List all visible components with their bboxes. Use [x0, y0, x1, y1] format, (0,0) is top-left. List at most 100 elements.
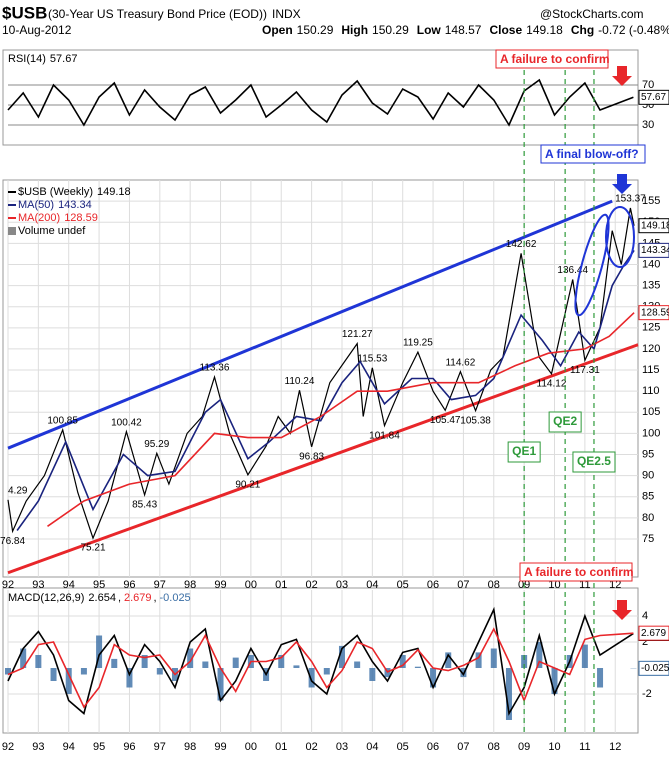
x-tick-label: 93: [32, 579, 44, 591]
histogram-bar: [51, 668, 57, 681]
histogram-bar: [233, 658, 239, 668]
panel-title: RSI(14): [8, 53, 46, 65]
legend-value: 149.18: [97, 186, 131, 198]
data-label: 121.27: [342, 329, 373, 340]
x-tick-label: 10: [548, 741, 560, 753]
x-tick-label: 96: [123, 579, 135, 591]
y-tick-label: 4: [642, 610, 648, 622]
x-tick-label: 06: [427, 741, 439, 753]
annotation: A failure to confirm: [500, 52, 610, 66]
legend-value: 2.679: [124, 592, 152, 604]
quote-label: Open: [262, 23, 293, 37]
panel-title: MACD(12,26,9): [8, 592, 84, 604]
legend-name: Volume undef: [18, 225, 86, 237]
legend-value: 2.654: [88, 592, 116, 604]
legend-name: MA(200): [18, 212, 60, 224]
x-tick-label: 93: [32, 741, 44, 753]
y-tick-label: -2: [642, 688, 652, 700]
x-tick-label: 94: [63, 741, 75, 753]
y-tick-label: 120: [642, 343, 660, 355]
x-tick-label: 03: [336, 579, 348, 591]
x-tick-label: 05: [397, 579, 409, 591]
event-label: QE2: [553, 414, 577, 428]
last-value-label: 149.18: [641, 220, 669, 231]
data-label: 142.62: [506, 239, 537, 250]
annotation: A failure to confirm: [524, 565, 634, 579]
y-tick-label: 70: [642, 79, 654, 91]
date: 10-Aug-2012: [2, 23, 72, 37]
quote-value: 149.18: [526, 23, 563, 37]
x-tick-label: 97: [154, 579, 166, 591]
histogram-bar: [111, 659, 117, 668]
event-label: QE1: [512, 444, 536, 458]
data-label: 100.85: [47, 415, 78, 426]
data-label: 85.43: [132, 500, 157, 511]
x-tick-label: 92: [2, 579, 14, 591]
quote-value: 148.57: [445, 23, 482, 37]
quote-label: Low: [417, 23, 442, 37]
legend-name: MA(50): [18, 199, 54, 211]
data-label: 4.29: [8, 485, 28, 496]
x-tick-label: 05: [397, 741, 409, 753]
quote-value: 150.29: [297, 23, 334, 37]
x-tick-label: 99: [214, 741, 226, 753]
last-value-label: 57.67: [641, 92, 666, 103]
x-tick-label: 04: [366, 741, 378, 753]
x-tick-label: 95: [93, 579, 105, 591]
histogram-bar: [81, 668, 87, 675]
data-label: 105.47: [430, 415, 461, 426]
data-label: 110.24: [285, 376, 315, 387]
quote-label: Close: [489, 23, 522, 37]
x-tick-label: 12: [609, 741, 621, 753]
data-label: 90.21: [235, 479, 260, 490]
x-tick-label: 04: [366, 579, 378, 591]
data-label: 115.53: [357, 353, 387, 364]
data-label: 153.37: [615, 194, 646, 205]
legend-name: $USB (Weekly): [18, 186, 93, 198]
x-tick-label: 00: [245, 579, 257, 591]
x-tick-label: 02: [305, 741, 317, 753]
histogram-bar: [491, 649, 497, 669]
y-tick-label: 110: [642, 385, 660, 397]
histogram-bar: [157, 668, 163, 675]
x-tick-label: 08: [488, 579, 500, 591]
x-tick-label: 06: [427, 579, 439, 591]
legend-swatch: [8, 227, 16, 235]
x-tick-label: 92: [2, 741, 14, 753]
data-label: 101.84: [369, 430, 400, 441]
histogram-bar: [293, 665, 299, 668]
histogram-bar: [354, 662, 360, 669]
symbol: $USB: [2, 3, 47, 22]
last-value-label: -0.025: [641, 663, 669, 674]
x-tick-label: 09: [518, 741, 530, 753]
last-value-label: 128.59: [641, 307, 669, 318]
x-tick-label: 02: [305, 579, 317, 591]
y-tick-label: 140: [642, 258, 660, 270]
data-label: 95.29: [144, 439, 169, 450]
data-label: 105.38: [460, 415, 491, 426]
last-value-label: 143.34: [641, 245, 669, 256]
x-tick-label: 07: [457, 741, 469, 753]
histogram-bar: [309, 668, 315, 688]
y-tick-label: 135: [642, 279, 660, 291]
last-value-label: 2.679: [641, 628, 666, 639]
y-tick-label: 80: [642, 512, 654, 524]
x-tick-label: 07: [457, 579, 469, 591]
quote-value: -0.72 (-0.48%): [598, 23, 669, 37]
histogram-bar: [324, 668, 330, 675]
annotation: A final blow-off?: [545, 147, 639, 161]
x-tick-label: 00: [245, 741, 257, 753]
x-tick-label: 95: [93, 741, 105, 753]
y-tick-label: 115: [642, 364, 660, 376]
data-label: 117.31: [570, 365, 600, 376]
x-tick-label: 08: [488, 741, 500, 753]
histogram-bar: [202, 662, 208, 669]
data-label: 96.83: [299, 451, 324, 462]
legend-value: 128.59: [64, 212, 98, 224]
legend-separator: ,: [118, 592, 121, 604]
event-label: QE2.5: [577, 454, 611, 468]
data-label: 75.21: [80, 543, 105, 554]
legend-value: 143.34: [58, 199, 92, 211]
y-tick-label: 85: [642, 491, 654, 503]
